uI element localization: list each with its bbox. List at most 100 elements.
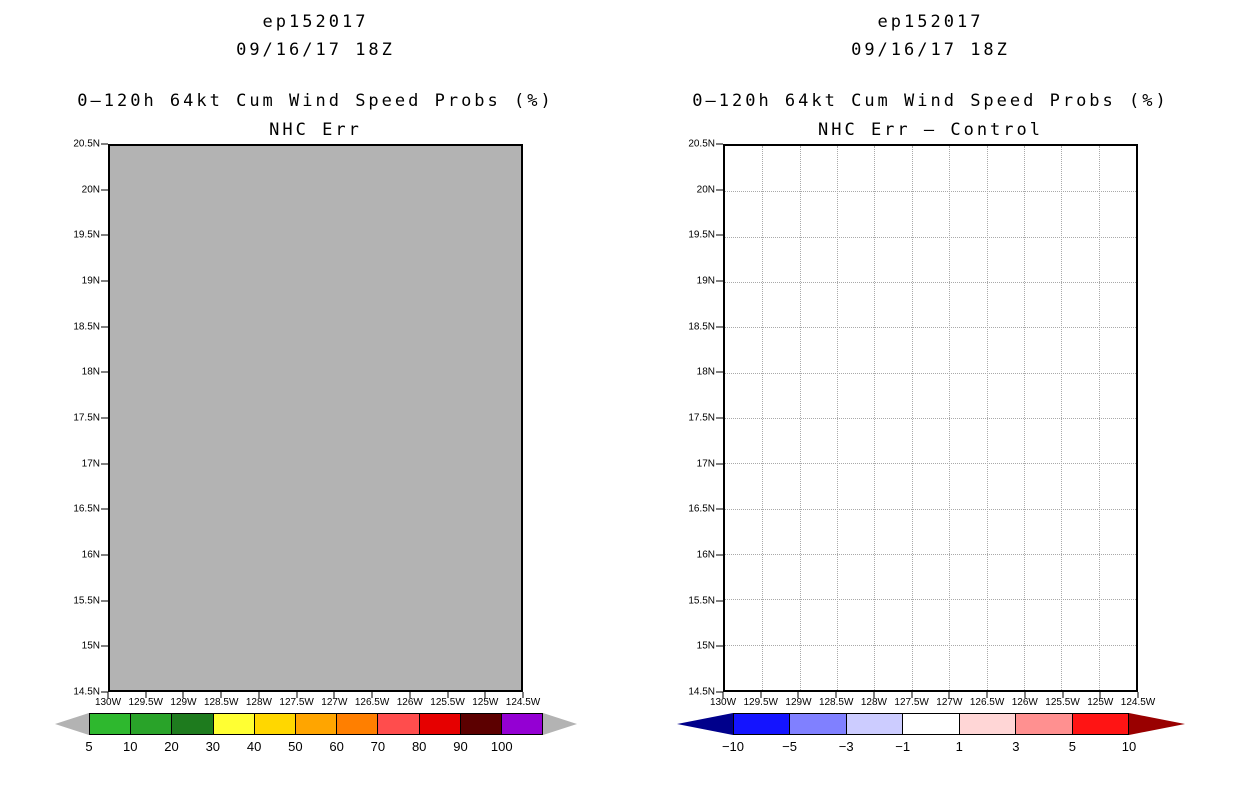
x-tick-label: 129.5W [128,697,163,708]
model-subtitle: NHC Err [269,120,362,140]
colorbar: 5 10 20 30 40 50 60 70 80 90 100 [55,713,577,754]
colorbar-labels: −10 −5 −3 −1 1 3 5 10 [722,739,1136,754]
y-tick-label: 16N [81,549,100,561]
y-tickmark [716,645,723,647]
colorbar-segment [903,714,960,734]
x-tickmark [484,692,486,698]
colorbar-segment [295,714,338,734]
colorbar-segment [1016,714,1073,734]
y-tickmark [716,417,723,419]
colorbar: −10 −5 −3 −1 1 3 5 10 [677,713,1185,754]
y-tick-label: 17N [696,458,715,470]
x-tick-label: 125W [472,697,499,708]
colorbar-label: 30 [205,739,221,754]
x-tick-label: 127W [936,697,963,708]
y-tickmark [716,600,723,602]
gridline-horizontal [725,191,1136,193]
x-tickmark [107,692,109,698]
y-tick-label: 19.5N [73,229,100,241]
x-tickmarks [722,692,1139,698]
x-tick-label: 126.5W [969,697,1005,708]
y-tick-label: 20N [696,184,715,196]
x-tick-label: 128W [245,697,272,708]
gridline-horizontal [725,508,1136,510]
y-tickmark [716,508,723,510]
x-tick-label: 129W [785,697,812,708]
x-tick-label: 125W [1087,697,1114,708]
x-tickmark [911,692,913,698]
colorbar-label: 40 [246,739,262,754]
y-tick-label: 18.5N [73,321,100,333]
x-axis-labels: 130W 129.5W 129W 128.5W 128W 127.5W 127W 126.5W… [710,697,1155,709]
colorbar-right-arrow [543,713,577,735]
y-tick-label: 18.5N [688,321,715,333]
colorbar-left-arrow [677,713,733,735]
x-tick-label: 130W [709,697,737,708]
x-tick-label: 128.5W [203,697,239,708]
colorbar-label: 90 [453,739,468,754]
y-tickmark [101,234,108,236]
colorbar-label: 10 [1121,739,1137,754]
storm-id-title: ep152017 [262,12,369,32]
x-tick-label: 127W [321,697,348,708]
colorbar-segments [89,713,543,735]
x-tickmark [447,692,449,698]
colorbar-label: 80 [411,739,427,754]
colorbar-segment [846,714,904,734]
colorbar-labels: 5 10 20 30 40 50 60 70 80 90 100 [85,739,543,754]
y-tick-label: 19N [696,275,715,287]
y-tick-label: 16.5N [688,503,715,515]
y-tick-label: 15N [696,640,715,652]
x-tickmark [182,692,184,698]
x-tickmark [1024,692,1026,698]
plot-area [108,144,523,692]
colorbar-segment [131,714,173,734]
y-tickmark [716,143,723,145]
y-axis-labels: 20.5N 20N 19.5N 19N 18.5N 18N 17.5N 17N 16.5N 16N… [669,139,715,698]
y-tick-label: 19N [81,275,100,287]
colorbar-segment [1072,714,1128,734]
x-tickmark [522,692,524,698]
y-tick-label: 16N [696,549,715,561]
colorbar-segment [790,714,847,734]
x-tickmark [948,692,950,698]
y-tick-label: 20.5N [73,138,100,150]
x-tickmark [797,692,799,698]
x-tickmark [1099,692,1101,698]
x-tick-label: 126W [396,697,423,708]
y-tickmark [101,645,108,647]
y-tickmarks [101,143,108,693]
x-tickmark [835,692,837,698]
y-tickmark [716,371,723,373]
x-tick-label: 124.5W [1120,697,1156,708]
y-tickmarks [716,143,723,693]
x-tick-label: 124.5W [505,697,541,708]
x-tick-label: 127.5W [894,697,929,708]
colorbar-label: 70 [370,739,386,754]
x-tick-label: 128W [860,697,887,708]
prob-subtitle: 0–120h 64kt Cum Wind Speed Probs (%) [77,91,554,111]
gridline-horizontal [725,463,1136,465]
colorbar-label: 50 [288,739,303,754]
y-tick-label: 17.5N [73,412,100,424]
y-tickmark [716,189,723,191]
colorbar-label: 5 [1068,739,1077,754]
x-tick-label: 130W [94,697,122,708]
y-tickmark [101,326,108,328]
x-tick-label: 126W [1011,697,1038,708]
x-tickmark [873,692,875,698]
colorbar-right-arrow [1129,713,1185,735]
x-tick-label: 125.5W [430,697,465,708]
x-tickmark [333,692,335,698]
y-axis-labels: 20.5N 20N 19.5N 19N 18.5N 18N 17.5N 17N 16.5N 16N… [54,139,100,698]
gridline-horizontal [725,554,1136,555]
x-tickmarks [107,692,524,698]
colorbar-segment [734,714,791,734]
colorbar-segment [337,714,379,734]
x-tickmark [986,692,988,698]
x-tickmark [371,692,373,698]
y-tickmark [716,554,723,556]
plot-area [723,144,1138,692]
colorbar-segment [254,714,296,734]
colorbar-label: 1 [955,739,963,754]
